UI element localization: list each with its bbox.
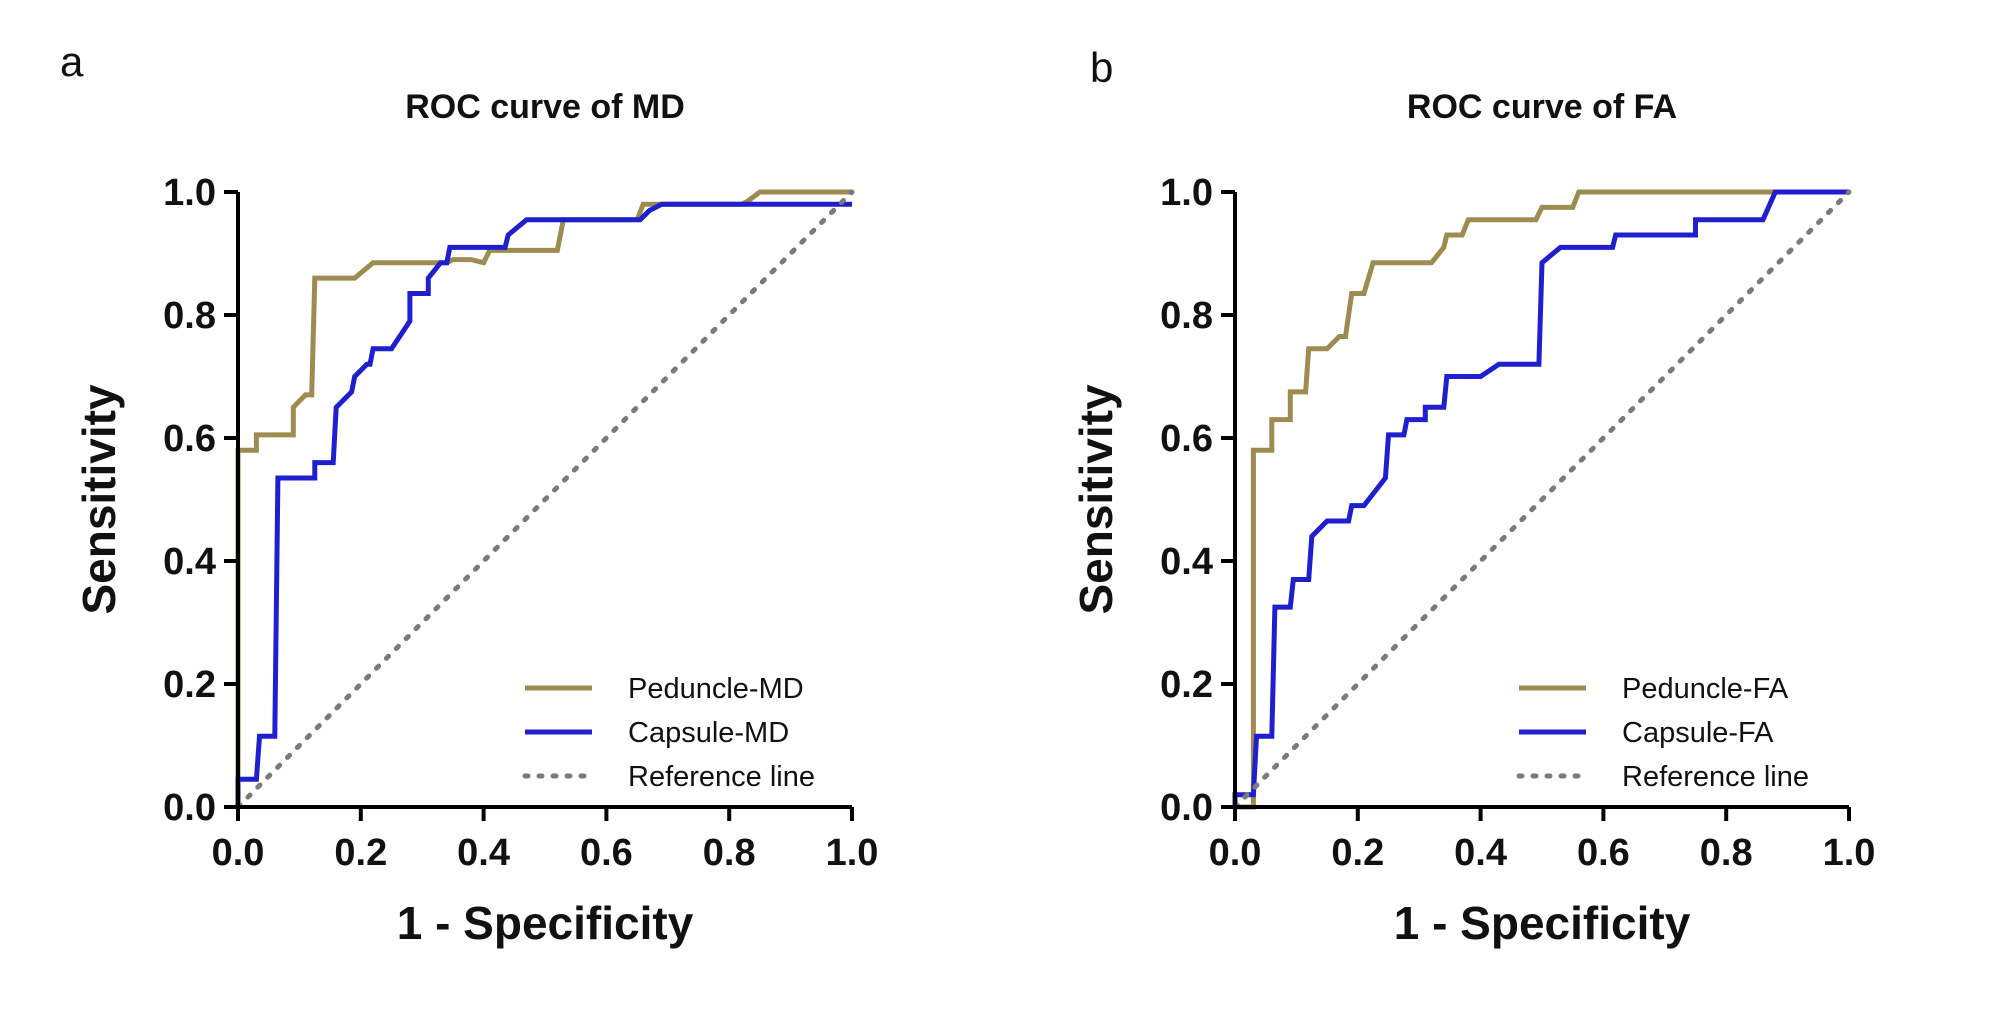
chart-title: ROC curve of MD bbox=[405, 88, 685, 126]
legend-label-capsule-md: Capsule-MD bbox=[628, 717, 789, 749]
x-tick-label: 0.6 bbox=[580, 832, 633, 874]
series-line-capsule-fa bbox=[1232, 189, 1849, 807]
x-tick-label: 0.4 bbox=[1454, 832, 1507, 874]
x-axis-label: 1 - Specificity bbox=[397, 897, 694, 949]
y-tick-label: 0.4 bbox=[1160, 541, 1213, 583]
roc-chart-md: ROC curve of MD 0.0 0.2 0.4 0.6 0.8 1.0 0.0 0.2 0… bbox=[73, 88, 879, 949]
x-tick-label: 0.0 bbox=[1209, 832, 1262, 874]
panel-label-a: a bbox=[60, 38, 84, 85]
chart-panel-b: b ROC curve of FA 0.0 0.2 0.4 0.6 0.8 1.0 0.0 0.… bbox=[1004, 0, 2008, 1021]
legend: Peduncle-FA Capsule-FA Reference line bbox=[1516, 673, 1809, 793]
x-tick-label: 0.8 bbox=[703, 832, 756, 874]
y-tick-label: 0.2 bbox=[163, 664, 216, 706]
y-tick-label: 0.0 bbox=[163, 787, 216, 829]
x-axis-label: 1 - Specificity bbox=[1394, 897, 1691, 949]
y-tick-label: 0.6 bbox=[163, 418, 216, 460]
series-group bbox=[235, 189, 855, 810]
y-tick-label: 0.2 bbox=[1160, 664, 1213, 706]
x-tick-label: 0.2 bbox=[334, 832, 387, 874]
y-tick-label: 1.0 bbox=[1160, 172, 1213, 214]
chart-panel-a: a ROC curve of MD 0.0 0.2 0.4 0.6 0.8 1.0 0.0 0.… bbox=[60, 38, 879, 949]
x-tick-label: 0.6 bbox=[1577, 832, 1630, 874]
y-tick-label: 0.6 bbox=[1160, 418, 1213, 460]
x-tick-label: 0.2 bbox=[1331, 832, 1384, 874]
x-tick-label: 1.0 bbox=[1823, 832, 1876, 874]
series-line-capsule-md bbox=[235, 201, 852, 807]
panel-label-b: b bbox=[1090, 44, 1114, 91]
legend-label-reference-line: Reference line bbox=[628, 761, 815, 793]
x-tick-label: 0.0 bbox=[212, 832, 265, 874]
y-axis-label: Sensitivity bbox=[73, 384, 125, 615]
y-tick-label: 0.8 bbox=[163, 295, 216, 337]
chart-title: ROC curve of FA bbox=[1407, 88, 1677, 126]
x-tick-label: 0.8 bbox=[1700, 832, 1753, 874]
roc-chart-fa: ROC curve of FA 0.0 0.2 0.4 0.6 0.8 1.0 0.0 0.2 0… bbox=[1070, 88, 1876, 949]
legend-label-capsule-fa: Capsule-FA bbox=[1622, 717, 1774, 749]
legend-label-peduncle-fa: Peduncle-FA bbox=[1622, 673, 1789, 705]
x-tick-label: 1.0 bbox=[826, 832, 879, 874]
x-tick-label: 0.4 bbox=[457, 832, 510, 874]
y-tick-label: 0.8 bbox=[1160, 295, 1213, 337]
legend-label-peduncle-md: Peduncle-MD bbox=[628, 673, 804, 705]
y-tick-label: 0.4 bbox=[163, 541, 216, 583]
y-axis-label: Sensitivity bbox=[1070, 384, 1122, 615]
legend-label-reference-line: Reference line bbox=[1622, 761, 1809, 793]
series-line-peduncle-fa bbox=[1235, 189, 1849, 810]
legend: Peduncle-MD Capsule-MD Reference line bbox=[522, 673, 815, 793]
y-tick-label: 1.0 bbox=[163, 172, 216, 214]
series-line-reference-line bbox=[1232, 189, 1852, 810]
y-tick-label: 0.0 bbox=[1160, 787, 1213, 829]
series-group bbox=[1232, 189, 1852, 810]
series-line-reference-line bbox=[235, 189, 855, 810]
